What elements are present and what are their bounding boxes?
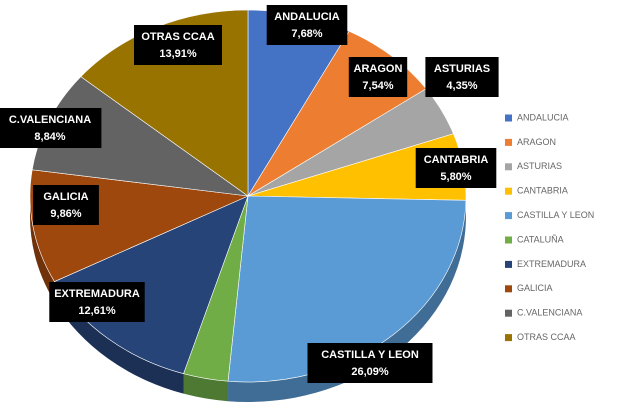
data-label-value: 9,86% (50, 208, 81, 220)
data-label-box (266, 5, 348, 45)
legend-swatch (505, 114, 512, 122)
legend-swatch (505, 138, 512, 146)
data-label-value: 12,61% (78, 305, 116, 317)
legend-label: GALICIA (517, 283, 553, 293)
data-label-value: 26,09% (351, 366, 389, 378)
legend-swatch (505, 285, 512, 293)
data-label-name: C.VALENCIANA (9, 114, 91, 126)
data-label-name: CANTABRIA (424, 154, 489, 166)
data-label-box (49, 282, 145, 322)
legend-label: EXTREMADURA (517, 259, 586, 269)
legend-swatch (505, 309, 512, 317)
legend-swatch (505, 187, 512, 195)
data-label-name: CASTILLA Y LEON (321, 349, 419, 361)
data-label-box (307, 343, 433, 383)
legend-label: ASTURIAS (517, 161, 562, 171)
data-label-name: OTRAS CCAA (141, 31, 214, 43)
legend-label: ARAGON (517, 137, 556, 147)
data-label-value: 5,80% (440, 171, 471, 183)
data-label-name: ANDALUCIA (274, 11, 339, 23)
data-label-name: ARAGON (354, 63, 403, 75)
data-label-box (134, 25, 222, 65)
data-label-box (33, 185, 99, 225)
data-label-value: 4,35% (446, 80, 477, 92)
data-label-name: GALICIA (43, 191, 88, 203)
legend-swatch (505, 163, 512, 171)
legend-label: CATALUÑA (517, 234, 564, 244)
legend-swatch (505, 212, 512, 220)
data-label-name: EXTREMADURA (54, 288, 140, 300)
legend-label: CANTABRIA (517, 186, 568, 196)
data-label-box (415, 148, 497, 188)
legend-swatch (505, 260, 512, 268)
data-label-box (425, 57, 499, 97)
legend-swatch (505, 334, 512, 342)
slice-side (30, 196, 55, 302)
legend-swatch (505, 236, 512, 244)
data-label-name: ASTURIAS (434, 63, 490, 75)
data-label-value: 7,68% (291, 28, 322, 40)
legend-label: ANDALUCIA (517, 112, 569, 122)
data-label-value: 13,91% (159, 48, 197, 60)
legend-label: C.VALENCIANA (517, 308, 582, 318)
legend-label: OTRAS CCAA (517, 332, 576, 342)
data-label-value: 8,84% (34, 131, 65, 143)
slice-side (183, 373, 229, 402)
data-label-value: 7,54% (362, 80, 393, 92)
legend-label: CASTILLA Y LEON (517, 210, 594, 220)
slice (227, 195, 467, 383)
data-label-box (0, 108, 102, 148)
data-label-box (348, 57, 408, 97)
slice-side (54, 281, 184, 394)
